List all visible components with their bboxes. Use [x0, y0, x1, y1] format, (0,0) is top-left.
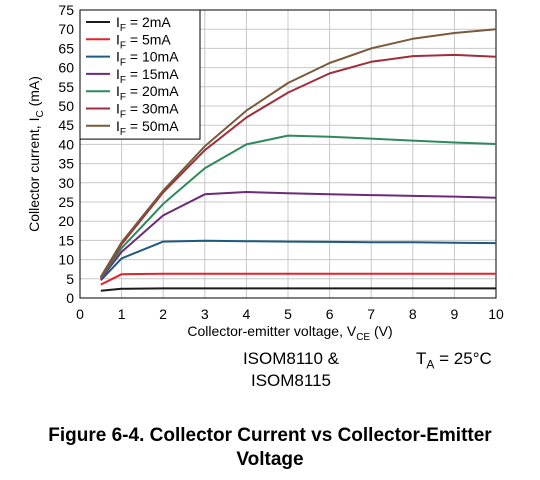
x-tick-label: 7 — [367, 306, 375, 322]
x-tick-label: 2 — [159, 306, 167, 322]
x-tick-label: 0 — [76, 306, 84, 322]
caption-line1: Figure 6-4. Collector Current vs Collect… — [48, 425, 492, 446]
legend-entry: IF = 10mA — [116, 49, 179, 69]
legend-entry: IF = 5mA — [116, 31, 171, 51]
y-tick-label: 30 — [58, 175, 74, 191]
device-label-line1: ISOM8110 & — [242, 349, 340, 368]
ta-subscript: A — [426, 357, 435, 372]
figure-caption: Figure 6-4. Collector Current vs Collect… — [0, 424, 540, 472]
legend-entry: IF = 20mA — [116, 83, 179, 103]
y-tick-label: 40 — [58, 136, 74, 152]
series-line-1 — [100, 287, 496, 292]
y-tick-label: 50 — [58, 98, 74, 114]
series-line-5 — [99, 134, 497, 279]
y-axis-label: Collector current, IC (mA) — [26, 76, 46, 232]
legend-entry: IF = 30mA — [116, 101, 179, 121]
series-line-3 — [100, 239, 497, 281]
ta-symbol: T — [416, 349, 427, 368]
y-tick-label: 0 — [66, 290, 74, 306]
y-tick-label: 5 — [66, 271, 74, 287]
series-line-2 — [100, 272, 496, 286]
y-tick-label: 70 — [58, 21, 74, 37]
y-tick-label: 60 — [58, 60, 74, 76]
x-tick-label: 3 — [201, 306, 209, 322]
y-tick-label: 45 — [58, 117, 74, 133]
y-tick-label: 20 — [58, 213, 74, 229]
x-tick-label: 5 — [284, 306, 292, 322]
ambient-temperature-label: TA = 25°C — [416, 348, 492, 375]
series-line-7 — [99, 28, 497, 278]
x-tick-label: 6 — [326, 306, 334, 322]
x-tick-label: 9 — [451, 306, 459, 322]
x-tick-label: 4 — [243, 306, 251, 322]
y-tick-label: 55 — [58, 79, 74, 95]
y-tick-label: 25 — [58, 194, 74, 210]
y-tick-label: 35 — [58, 156, 74, 172]
series-line-4 — [100, 191, 497, 280]
y-tick-label: 65 — [58, 40, 74, 56]
x-tick-label: 10 — [488, 306, 504, 322]
x-axis-label: Collector-emitter voltage, VCE (V) — [187, 323, 392, 343]
ta-value: = 25°C — [434, 349, 492, 368]
caption-line2: Voltage — [236, 449, 304, 470]
y-tick-label: 10 — [58, 252, 74, 268]
legend-entry: IF = 15mA — [116, 66, 179, 86]
legend-entry: IF = 50mA — [116, 118, 179, 138]
series-line-6 — [99, 53, 497, 278]
y-tick-label: 15 — [58, 232, 74, 248]
device-label-line2: ISOM8115 — [250, 371, 331, 390]
y-tick-label: 75 — [58, 2, 74, 18]
x-tick-label: 8 — [409, 306, 417, 322]
device-label: ISOM8110 & ISOM8115 — [236, 348, 346, 392]
x-tick-label: 1 — [118, 306, 126, 322]
plot-frame — [79, 9, 497, 299]
legend-entry: IF = 2mA — [116, 14, 171, 34]
